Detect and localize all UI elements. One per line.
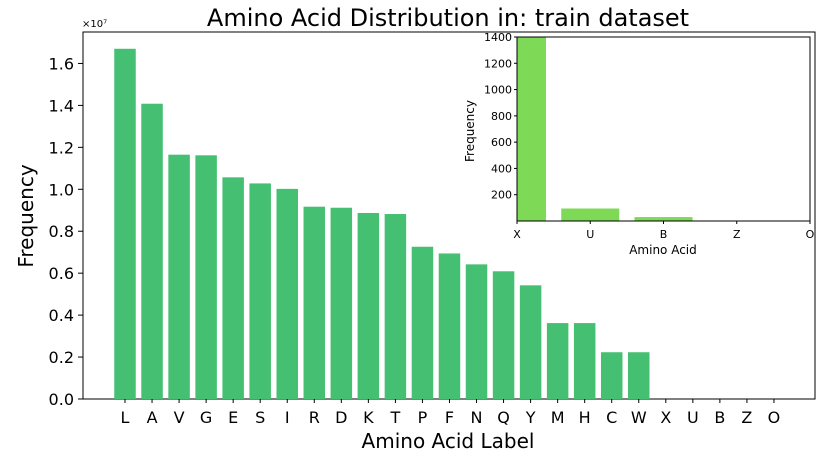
bar-I [276, 188, 298, 399]
bar-G [195, 155, 217, 399]
x-tick-label: K [363, 408, 374, 427]
x-tick-label: A [147, 408, 158, 427]
inset-x-tick-label: O [806, 228, 815, 241]
main-bars [114, 48, 650, 399]
y-tick-label: 0.8 [49, 222, 74, 241]
x-tick-label: R [309, 408, 320, 427]
x-tick-label: Y [525, 408, 536, 427]
inset-x-axis-title: Amino Acid [629, 243, 697, 257]
inset-y-tick-label: 800 [491, 110, 512, 123]
bar-M [546, 323, 569, 399]
x-tick-label: G [200, 408, 212, 427]
x-tick-label: V [174, 408, 185, 427]
inset-bar-U [561, 208, 620, 221]
bar-H [573, 323, 596, 399]
bar-W [628, 352, 650, 399]
inset-y-tick-label: 200 [491, 189, 512, 202]
inset-plot: 200 400 600 800 1000 1200 1400 X U B Z O Amino Aci… [463, 31, 815, 257]
bar-Y [519, 285, 542, 399]
x-tick-label: C [606, 408, 617, 427]
y-tick-label: 0.0 [49, 390, 74, 409]
x-tick-label: D [335, 408, 347, 427]
x-tick-label: B [714, 408, 725, 427]
inset-x-tick-label: B [660, 228, 668, 241]
inset-bar-X [517, 37, 546, 221]
bar-N [465, 264, 488, 399]
bar-R [303, 206, 326, 399]
x-tick-label: U [687, 408, 699, 427]
x-tick-label: X [660, 408, 671, 427]
bar-F [438, 253, 461, 399]
inset-bars [517, 37, 693, 221]
inset-y-tick-label: 1000 [484, 84, 512, 97]
chart-title: Amino Acid Distribution in: train datase… [207, 4, 689, 32]
bar-C [600, 352, 623, 399]
x-tick-label: I [285, 408, 290, 427]
y-tick-label: 0.6 [49, 264, 74, 283]
y-tick-label: 1.0 [49, 180, 74, 199]
bar-S [249, 183, 271, 399]
x-tick-label: Z [741, 408, 752, 427]
y-tick-label: 1.4 [49, 96, 74, 115]
inset-y-tick-label: 600 [491, 136, 512, 149]
x-tick-label: E [228, 408, 238, 427]
inset-plot-background [517, 37, 810, 221]
inset-y-tick-label: 1400 [484, 31, 512, 44]
inset-y-tick-label: 400 [491, 162, 512, 175]
x-tick-label: N [471, 408, 483, 427]
inset-x-tick-label: X [513, 228, 521, 241]
y-offset-label: ×10⁷ [82, 19, 107, 30]
bar-P [411, 246, 434, 399]
inset-x-tick-label: U [586, 228, 594, 241]
bar-T [384, 214, 407, 399]
x-tick-label: F [445, 408, 454, 427]
bar-D [330, 207, 353, 399]
bar-Q [492, 271, 515, 399]
y-tick-label: 1.2 [49, 138, 74, 157]
x-axis-title: Amino Acid Label [362, 429, 535, 453]
bar-K [357, 212, 380, 399]
x-tick-label: O [768, 408, 781, 427]
y-axis-title: Frequency [14, 164, 38, 267]
y-tick-label: 0.2 [49, 348, 74, 367]
x-tick-label: Q [497, 408, 510, 427]
bar-L [114, 48, 136, 399]
x-tick-label: W [631, 408, 647, 427]
bar-A [141, 103, 163, 399]
main-y-ticks: 0.0 0.2 0.4 0.6 0.8 1.0 1.2 1.4 1.6 [49, 54, 83, 409]
x-tick-label: H [579, 408, 591, 427]
inset-y-ticks: 200 400 600 800 1000 1200 1400 [484, 31, 517, 202]
x-tick-label: P [418, 408, 428, 427]
bar-V [168, 154, 190, 399]
x-tick-label: S [255, 408, 265, 427]
x-tick-label: M [551, 408, 565, 427]
y-tick-label: 1.6 [49, 54, 74, 73]
y-tick-label: 0.4 [49, 306, 74, 325]
inset-x-tick-label: Z [733, 228, 741, 241]
inset-y-tick-label: 1200 [484, 57, 512, 70]
inset-bar-B [634, 217, 693, 221]
x-tick-label: T [390, 408, 401, 427]
inset-y-axis-title: Frequency [463, 100, 477, 162]
bar-E [222, 177, 244, 399]
x-tick-label: L [121, 408, 130, 427]
